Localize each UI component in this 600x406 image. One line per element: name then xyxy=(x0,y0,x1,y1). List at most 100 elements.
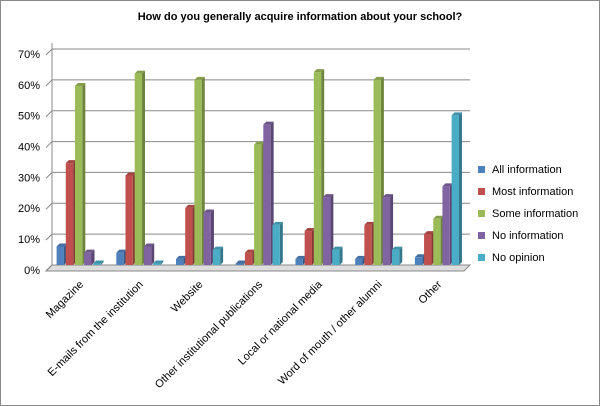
bar-top xyxy=(244,249,256,253)
bar xyxy=(254,144,262,265)
bar xyxy=(134,73,143,265)
bar-side xyxy=(339,246,343,265)
bar xyxy=(313,72,322,266)
y-tick-label: 30% xyxy=(18,172,40,184)
bar xyxy=(382,197,391,265)
bar xyxy=(212,249,221,265)
bar-top xyxy=(373,76,384,80)
bar-top xyxy=(442,183,453,187)
bar-top xyxy=(203,209,214,213)
bar xyxy=(355,258,363,265)
bar xyxy=(93,263,101,265)
bar-top xyxy=(235,260,247,264)
bar xyxy=(176,258,184,265)
bar-top xyxy=(295,255,306,259)
bar xyxy=(391,249,400,265)
bar xyxy=(263,124,271,265)
bar xyxy=(125,175,133,265)
bar-top xyxy=(272,221,283,225)
bar-side xyxy=(82,83,86,266)
bar xyxy=(56,246,64,265)
bar-top xyxy=(424,231,435,235)
bar xyxy=(323,197,331,265)
bar xyxy=(414,257,423,265)
y-tick-label: 10% xyxy=(18,234,40,246)
y-tick-label: 20% xyxy=(18,203,40,215)
grid-line xyxy=(45,48,470,56)
bar xyxy=(74,86,83,266)
y-tick-label: 70% xyxy=(18,49,40,61)
bar-top xyxy=(355,255,366,259)
bar xyxy=(65,163,74,265)
bar xyxy=(451,115,459,265)
bar xyxy=(153,263,161,265)
bar-top xyxy=(433,215,444,219)
grid-line xyxy=(45,110,470,118)
legend-label: No information xyxy=(492,230,564,242)
bar-top xyxy=(414,254,426,258)
bar-top xyxy=(176,255,187,259)
grid-line xyxy=(45,264,470,272)
bar-side xyxy=(160,260,164,265)
y-tick-label: 40% xyxy=(18,141,40,153)
legend-label: Most information xyxy=(492,186,573,198)
bar xyxy=(235,263,244,265)
y-tick-label: 60% xyxy=(18,80,40,92)
bar-side xyxy=(279,221,283,265)
bar-top xyxy=(116,249,127,253)
bar-top xyxy=(125,172,136,176)
grid-line xyxy=(45,79,470,87)
legend-swatch xyxy=(478,254,485,261)
bar-top xyxy=(451,112,462,116)
bar-top xyxy=(134,70,146,74)
chart-title: How do you generally acquire information… xyxy=(138,11,463,23)
bar xyxy=(295,258,303,265)
bar-top xyxy=(254,141,265,145)
bar-top xyxy=(65,160,77,164)
bar xyxy=(442,186,450,265)
bar-top xyxy=(323,194,334,198)
bar-top xyxy=(56,243,67,247)
bar xyxy=(84,252,92,265)
bar xyxy=(433,218,441,265)
bar-top xyxy=(74,83,86,87)
bar-side xyxy=(100,260,104,265)
bar xyxy=(424,234,432,265)
bar-top xyxy=(212,246,224,250)
bar-top xyxy=(263,121,274,125)
bar-side xyxy=(399,246,403,265)
floor xyxy=(44,264,472,272)
bar-top xyxy=(332,246,343,250)
legend-swatch xyxy=(478,188,485,195)
bar-side xyxy=(142,70,146,265)
bar xyxy=(194,79,202,265)
bar xyxy=(373,79,381,265)
bar-top xyxy=(313,69,325,73)
bar-top xyxy=(304,228,315,232)
bar xyxy=(116,252,124,265)
bar-side xyxy=(151,243,155,265)
bar-side xyxy=(390,194,394,265)
bar-top xyxy=(143,243,155,247)
y-tick-label: 50% xyxy=(18,111,40,123)
legend-swatch xyxy=(478,210,485,217)
legend-swatch xyxy=(478,166,485,173)
bar-top xyxy=(153,260,164,264)
grid-line xyxy=(45,141,470,148)
bar-side xyxy=(220,246,224,265)
legend-label: All information xyxy=(492,164,562,176)
bar xyxy=(203,212,211,265)
bar-side xyxy=(91,249,95,265)
legend-label: Some information xyxy=(492,208,578,220)
bar-top xyxy=(391,246,403,250)
bar-top xyxy=(382,194,394,198)
bar-top xyxy=(364,221,375,225)
bar-side xyxy=(458,112,462,265)
bar-top xyxy=(84,249,95,253)
legend-label: No opinion xyxy=(492,252,545,264)
bar xyxy=(272,224,280,265)
bar xyxy=(185,207,193,265)
bar-top xyxy=(185,204,196,208)
bar xyxy=(332,249,340,265)
